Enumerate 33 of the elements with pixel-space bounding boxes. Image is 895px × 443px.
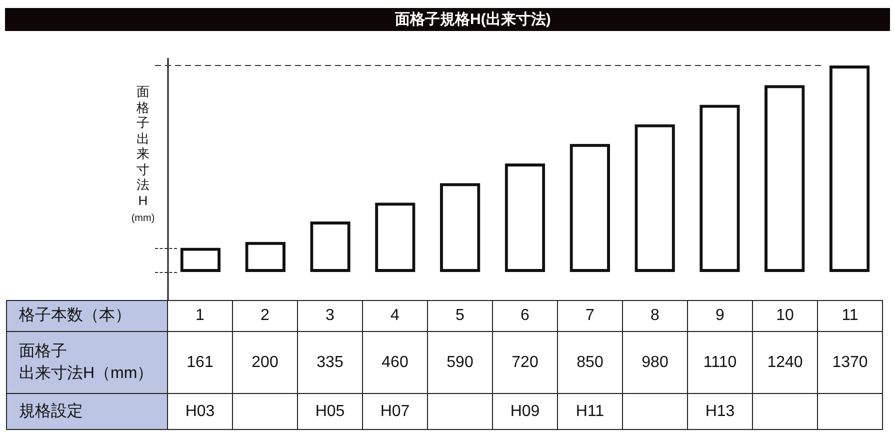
x-tick-label: 11 <box>818 300 882 332</box>
data-label: 590 <box>428 332 492 394</box>
text: H07 <box>362 394 428 430</box>
text: H05 <box>298 394 362 430</box>
x-tick-label: 8 <box>622 300 688 332</box>
text: H13 <box>688 394 752 430</box>
x-tick-label: 2 <box>232 300 298 332</box>
x-tick-label: 7 <box>558 300 622 332</box>
text: H11 <box>558 394 622 430</box>
text: H09 <box>492 394 558 430</box>
x-axis-title: 格子本数（本） <box>19 306 132 326</box>
data-label: 460 <box>362 332 428 394</box>
data-label: 200 <box>232 332 298 394</box>
text: 面格子出来寸法H (mm) <box>131 84 155 224</box>
data-label: 720 <box>492 332 558 394</box>
x-tick-label: 3 <box>298 300 362 332</box>
x-tick-label: 1 <box>168 300 232 332</box>
x-tick-label: 9 <box>688 300 752 332</box>
data-label: 980 <box>622 332 688 394</box>
chart-title: 面格子規格H(出来寸法) <box>395 10 551 30</box>
x-tick-label: 6 <box>492 300 558 332</box>
x-tick-label: 4 <box>362 300 428 332</box>
data-label: 335 <box>298 332 362 394</box>
text: H03 <box>168 394 232 430</box>
text: 面格子出来寸法H（mm） <box>19 342 154 384</box>
x-tick-label: 10 <box>752 300 818 332</box>
data-label: 161 <box>168 332 232 394</box>
data-label: 1370 <box>818 332 882 394</box>
data-label: 1110 <box>688 332 752 394</box>
x-tick-label: 5 <box>428 300 492 332</box>
data-label: 1240 <box>752 332 818 394</box>
data-label: 850 <box>558 332 622 394</box>
text: 規格設定 <box>19 402 84 422</box>
